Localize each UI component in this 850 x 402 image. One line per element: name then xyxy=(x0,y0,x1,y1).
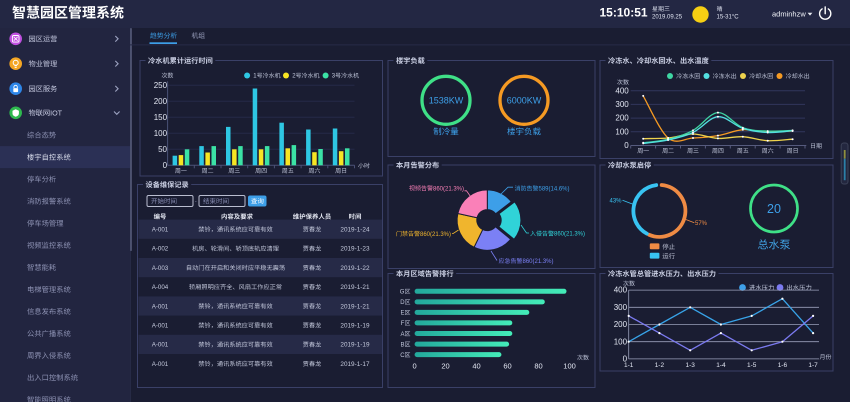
svg-text:6000KW: 6000KW xyxy=(507,95,542,105)
svg-text:2019-1-19: 2019-1-19 xyxy=(340,342,370,349)
svg-text:F: F xyxy=(401,321,405,327)
svg-text:400: 400 xyxy=(614,286,628,295)
svg-text:1-7: 1-7 xyxy=(808,362,818,369)
svg-text:2019-1-17: 2019-1-17 xyxy=(340,361,370,368)
svg-text:0: 0 xyxy=(623,355,628,364)
svg-text:300: 300 xyxy=(614,303,628,312)
svg-text:1-5: 1-5 xyxy=(747,362,757,369)
svg-text:15:10:51: 15:10:51 xyxy=(600,6,648,20)
svg-text:2019-1-21: 2019-1-21 xyxy=(340,303,370,310)
svg-text:2: 2 xyxy=(292,74,296,80)
svg-text:1-4: 1-4 xyxy=(716,362,726,369)
svg-text:860(21.3%): 860(21.3%) xyxy=(554,232,585,238)
svg-text:2019-1-21: 2019-1-21 xyxy=(340,284,370,291)
svg-text:15-31°C: 15-31°C xyxy=(717,15,740,21)
svg-text:0: 0 xyxy=(163,161,168,170)
svg-text:1-3: 1-3 xyxy=(686,362,696,369)
svg-text:200: 200 xyxy=(614,320,628,329)
svg-text:A-001: A-001 xyxy=(152,342,169,349)
svg-text:1-2: 1-2 xyxy=(655,362,665,369)
svg-text:100: 100 xyxy=(615,127,629,136)
svg-text:2019-1-24: 2019-1-24 xyxy=(340,227,370,234)
svg-text:2019-1-22: 2019-1-22 xyxy=(340,265,370,272)
svg-text:860(21.3%): 860(21.3%) xyxy=(523,259,554,265)
svg-text:2019.09.25: 2019.09.25 xyxy=(652,15,683,21)
svg-text:60: 60 xyxy=(503,361,511,370)
svg-text:300: 300 xyxy=(615,100,629,109)
svg-text:20: 20 xyxy=(441,361,449,370)
svg-text:589(14.6%): 589(14.6%) xyxy=(539,187,570,193)
svg-text:IOT: IOT xyxy=(50,108,63,117)
svg-text:2019-1-23: 2019-1-23 xyxy=(340,246,370,253)
svg-text:A-001: A-001 xyxy=(152,303,169,310)
svg-text:C: C xyxy=(400,353,405,359)
svg-text:200: 200 xyxy=(154,97,168,106)
svg-text:A-001: A-001 xyxy=(152,323,169,330)
svg-text:A-002: A-002 xyxy=(152,246,169,253)
svg-text:1-1: 1-1 xyxy=(624,362,634,369)
svg-text:250: 250 xyxy=(154,81,168,90)
svg-text:400: 400 xyxy=(615,86,629,95)
svg-text:80: 80 xyxy=(534,361,542,370)
svg-text:E: E xyxy=(401,311,405,317)
svg-text:100: 100 xyxy=(563,361,576,370)
svg-text:43%: 43% xyxy=(610,199,623,205)
svg-text:G: G xyxy=(400,290,405,296)
svg-text:50: 50 xyxy=(158,145,167,154)
svg-text:A: A xyxy=(401,332,405,338)
svg-text:1-6: 1-6 xyxy=(778,362,788,369)
svg-text:-: - xyxy=(195,199,197,205)
svg-text:57%: 57% xyxy=(695,221,708,227)
svg-text:2019-1-19: 2019-1-19 xyxy=(340,323,370,330)
svg-text:B: B xyxy=(401,342,405,348)
svg-text:1: 1 xyxy=(253,74,257,80)
svg-text:40: 40 xyxy=(472,361,480,370)
svg-text:A-001: A-001 xyxy=(152,227,169,234)
svg-text:100: 100 xyxy=(154,129,168,138)
svg-text:860(21.3%): 860(21.3%) xyxy=(420,232,451,238)
svg-text:0: 0 xyxy=(624,141,629,150)
svg-text:860(21.3%): 860(21.3%) xyxy=(433,186,464,192)
svg-text:200: 200 xyxy=(615,114,629,123)
svg-text:A-003: A-003 xyxy=(152,265,169,272)
svg-text:D: D xyxy=(400,300,405,306)
svg-text:A-004: A-004 xyxy=(152,284,169,291)
svg-text:0: 0 xyxy=(413,361,417,370)
svg-text:150: 150 xyxy=(154,113,168,122)
svg-text:1538KW: 1538KW xyxy=(429,95,464,105)
svg-text:A-001: A-001 xyxy=(152,361,169,368)
svg-text:3: 3 xyxy=(332,74,336,80)
svg-text:20: 20 xyxy=(767,202,781,216)
svg-text:100: 100 xyxy=(614,337,628,346)
svg-text:adminhzw: adminhzw xyxy=(772,10,806,19)
